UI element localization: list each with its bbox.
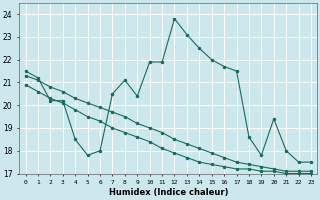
X-axis label: Humidex (Indice chaleur): Humidex (Indice chaleur) xyxy=(108,188,228,197)
